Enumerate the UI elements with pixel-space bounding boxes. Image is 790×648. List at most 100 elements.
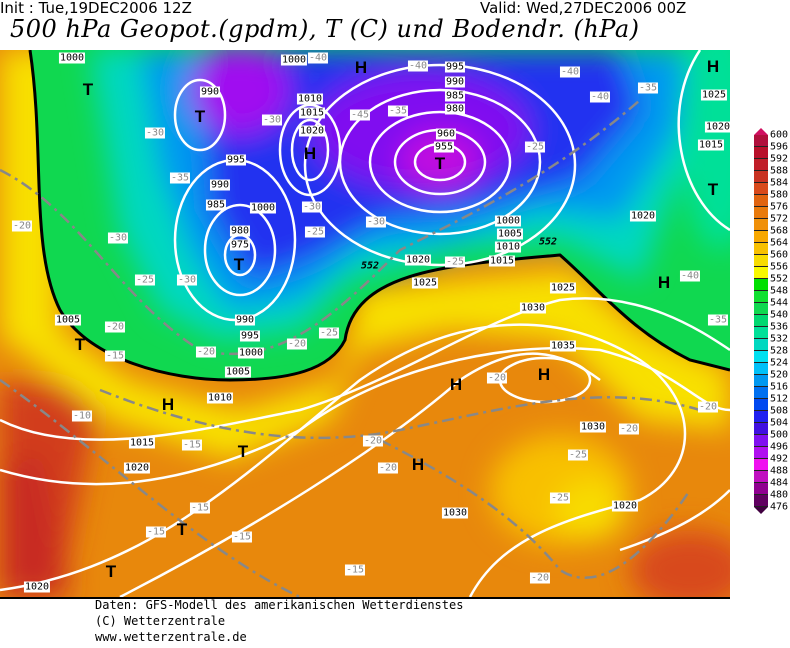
colorbar-segment — [754, 255, 768, 267]
colorbar-label: 508 — [770, 405, 789, 417]
isobar-label: 1005 — [54, 314, 82, 326]
colorbar-segment — [754, 387, 768, 399]
colorbar-label: 528 — [770, 345, 789, 357]
isobar-label: 1025 — [549, 282, 577, 294]
high-pressure-marker: H — [303, 144, 317, 163]
colorbar-segment — [754, 207, 768, 219]
isobar-label: 1015 — [488, 255, 516, 267]
low-pressure-marker: T — [82, 80, 94, 99]
colorbar-label: 600 — [770, 129, 789, 141]
low-pressure-marker: T — [105, 562, 117, 581]
colorbar-label: 572 — [770, 213, 789, 225]
temperature-label: -25 — [318, 327, 340, 339]
temperature-label: -40 — [679, 270, 701, 282]
colorbar-segment — [754, 315, 768, 327]
temperature-label: -30 — [365, 216, 387, 228]
isotherms — [0, 99, 701, 597]
colorbar — [754, 128, 768, 514]
isobar-label: 1005 — [496, 228, 524, 240]
map-fields — [0, 50, 730, 597]
colorbar-segment — [754, 339, 768, 351]
temperature-label: -30 — [301, 201, 323, 213]
isobar-label: 960 — [435, 128, 457, 140]
temperature-label: -10 — [71, 410, 93, 422]
colorbar-bottom-arrow — [754, 507, 768, 514]
low-pressure-marker: T — [176, 520, 188, 539]
isobar-label: 990 — [444, 76, 466, 88]
temperature-label: -30 — [107, 232, 129, 244]
colorbar-label: 540 — [770, 309, 789, 321]
colorbar-label: 504 — [770, 417, 789, 429]
colorbar-label: 492 — [770, 453, 789, 465]
isobar-label: 1030 — [579, 421, 607, 433]
isobar-label: 1025 — [411, 277, 439, 289]
colorbar-label: 556 — [770, 261, 789, 273]
isobar-label: 1020 — [298, 125, 326, 137]
colorbar-segment — [754, 243, 768, 255]
colorbar-segment — [754, 291, 768, 303]
isobar-label: 955 — [433, 141, 455, 153]
isobar-label: 995 — [239, 330, 261, 342]
colorbar-label: 476 — [770, 501, 789, 513]
footer-copyright: (C) Wetterzentrale — [95, 614, 226, 628]
552-label: 552 — [360, 260, 380, 272]
colorbar-label: 564 — [770, 237, 789, 249]
footer-source: Daten: GFS-Modell des amerikanischen Wet… — [95, 598, 464, 612]
isobar-label: 1000 — [237, 347, 265, 359]
colorbar-segment — [754, 231, 768, 243]
colorbar-label: 576 — [770, 201, 789, 213]
high-pressure-marker: H — [449, 375, 463, 394]
temperature-label: -15 — [181, 439, 203, 451]
low-pressure-marker: T — [233, 255, 245, 274]
colorbar-label: 580 — [770, 189, 789, 201]
weather-map: 1000 990 1010 1015 1020 995 990 985 1000… — [0, 50, 730, 599]
temperature-label: -15 — [344, 564, 366, 576]
isobar-label: 995 — [444, 61, 466, 73]
isobar-label: 1010 — [206, 392, 234, 404]
temperature-label: -25 — [524, 141, 546, 153]
isobar-label: 1020 — [704, 121, 730, 133]
high-pressure-marker: H — [411, 455, 425, 474]
isobar-label: 1020 — [23, 581, 51, 593]
temperature-label: -30 — [261, 114, 283, 126]
high-pressure-marker: H — [161, 395, 175, 414]
isobar-label: 1010 — [296, 93, 324, 105]
temperature-label: -20 — [486, 372, 508, 384]
isobar-label: 995 — [225, 154, 247, 166]
isobar-label: 1020 — [629, 210, 657, 222]
isobar-label: 1010 — [494, 241, 522, 253]
colorbar-label: 592 — [770, 153, 789, 165]
552-contour — [28, 50, 730, 382]
temperature-label: -35 — [637, 82, 659, 94]
colorbar-segment — [754, 327, 768, 339]
temperature-label: -25 — [134, 274, 156, 286]
isobar-label: 1015 — [298, 107, 326, 119]
temperature-label: -40 — [407, 60, 429, 72]
colorbar-label: 560 — [770, 249, 789, 261]
temperature-label: -20 — [286, 338, 308, 350]
high-pressure-marker: H — [537, 365, 551, 384]
temperature-label: -40 — [559, 66, 581, 78]
temperature-label: -20 — [104, 321, 126, 333]
temperature-label: -15 — [231, 531, 253, 543]
colorbar-segment — [754, 471, 768, 483]
isobar-label: 990 — [209, 179, 231, 191]
temperature-label: -15 — [145, 526, 167, 538]
isobar-label: 1015 — [128, 437, 156, 449]
colorbar-segment — [754, 195, 768, 207]
isobar-label: 975 — [229, 239, 251, 251]
colorbar-label: 520 — [770, 369, 789, 381]
temperature-label: -25 — [567, 449, 589, 461]
temperature-label: -20 — [11, 220, 33, 232]
temperature-label: -20 — [618, 423, 640, 435]
low-pressure-marker: T — [707, 180, 719, 199]
temperature-label: -20 — [529, 572, 551, 584]
colorbar-segment — [754, 423, 768, 435]
temperature-label: -35 — [707, 314, 729, 326]
temperature-label: -35 — [169, 172, 191, 184]
isobar-label: 1000 — [58, 52, 86, 64]
isobar-label: 1020 — [123, 462, 151, 474]
colorbar-segment — [754, 411, 768, 423]
colorbar-label: 596 — [770, 141, 789, 153]
high-pressure-marker: H — [706, 57, 720, 76]
